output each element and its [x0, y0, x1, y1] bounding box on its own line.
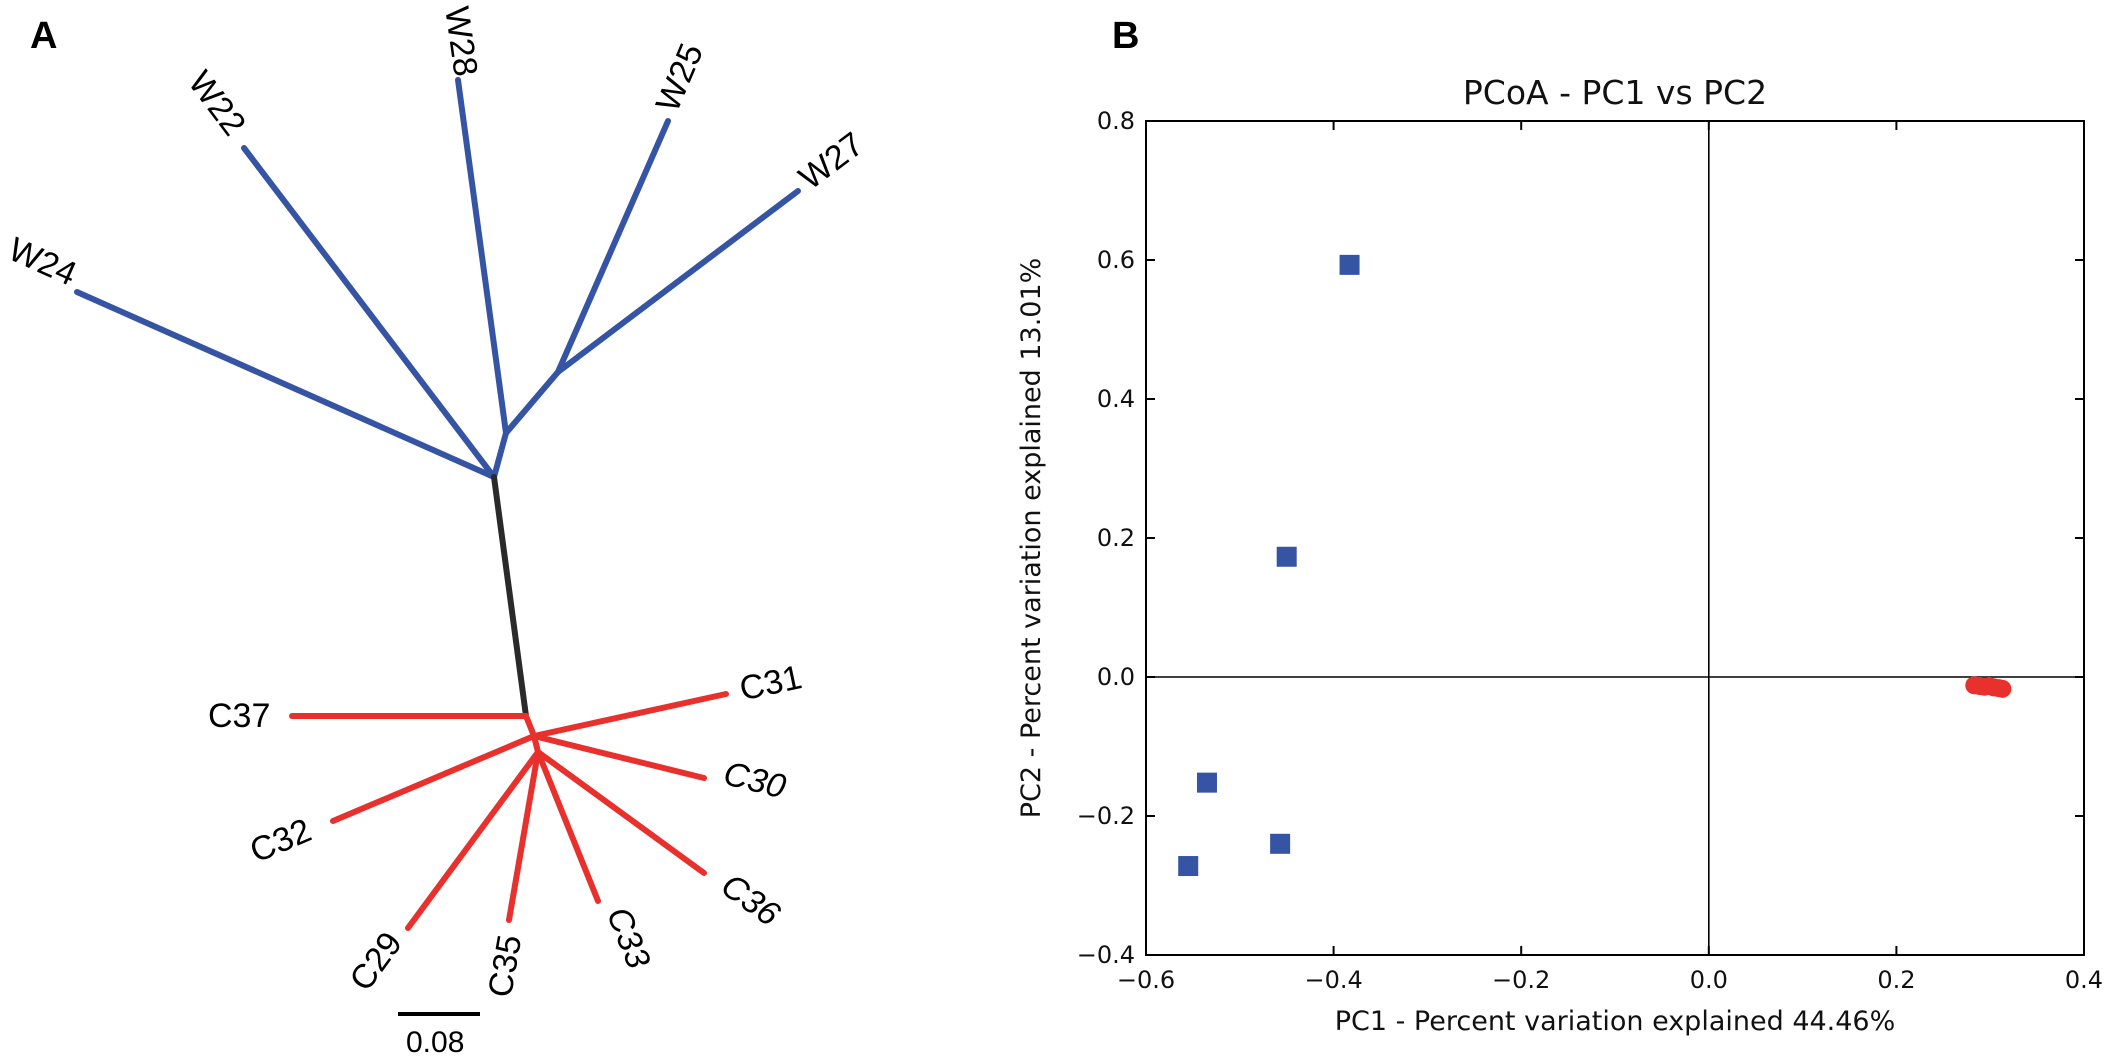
x-tick-label: −0.4: [1304, 966, 1362, 994]
branch-w22: [241, 145, 497, 480]
tip-label-w28: W28: [437, 4, 484, 79]
tip-label-c30: C30: [720, 754, 790, 806]
pcoa-chart: PCoA - PC1 vs PC2 −0.6 −0.4 −0.2 0.0 0.2 0.4 …: [1016, 73, 2103, 1037]
panel-label-a: A: [30, 15, 57, 57]
branch-c30: [531, 733, 707, 781]
branch-central: [491, 474, 529, 719]
tip-label-c36: C36: [714, 866, 787, 933]
point-w: [1339, 254, 1360, 275]
point-w: [1276, 546, 1297, 567]
tip-label-w24: W24: [3, 230, 82, 293]
data-points: [1178, 254, 2012, 877]
y-axis-label: PC2 - Percent variation explained 13.01%: [1016, 258, 1047, 819]
y-tick-label: −0.2: [1077, 802, 1135, 830]
x-tick-label: −0.6: [1117, 966, 1175, 994]
branch-w28: [455, 77, 509, 436]
tip-label-c33: C33: [599, 902, 658, 974]
branch-w24: [74, 289, 497, 480]
scale-bar-label: 0.08: [406, 1026, 464, 1058]
w-clade-branches: [74, 77, 801, 480]
point-w: [1196, 772, 1217, 793]
tip-label-c37: C37: [208, 697, 270, 735]
tip-label-c32: C32: [245, 811, 317, 870]
panel-label-b: B: [1112, 15, 1139, 57]
point-w: [1178, 856, 1199, 877]
y-tick-label: −0.4: [1077, 941, 1135, 969]
plot-frame: [1145, 120, 2085, 956]
y-tick-label: 0.0: [1097, 663, 1135, 691]
x-tick-label: −0.2: [1492, 966, 1550, 994]
x-tick-label: 0.4: [2065, 966, 2103, 994]
point-c: [1993, 679, 2012, 698]
branch-w25: [555, 118, 671, 375]
branch-c31: [531, 691, 729, 739]
y-tick-label: 0.8: [1097, 107, 1135, 135]
x-tick-label: 0.0: [1690, 966, 1728, 994]
tree-tip-labels: W24 W22 W28 W25 W27 C37 C31 C30 C32 C36 …: [3, 4, 871, 1000]
y-axis-ticks: −0.4 −0.2 0.0 0.2 0.4 0.6 0.8: [1077, 107, 2084, 969]
branch-c35: [506, 749, 541, 923]
branch-c32: [330, 733, 537, 824]
y-tick-label: 0.4: [1097, 385, 1135, 413]
branch-w-internal: [491, 430, 509, 480]
branch-w27: [555, 188, 801, 375]
x-axis-label: PC1 - Percent variation explained 44.46%: [1335, 1006, 1896, 1037]
point-w: [1270, 833, 1291, 854]
branch-c36: [535, 749, 707, 876]
c-clade-branches: [289, 691, 729, 931]
phylogenetic-tree: [74, 77, 801, 931]
chart-title: PCoA - PC1 vs PC2: [1463, 73, 1767, 112]
branch-c33: [535, 749, 601, 904]
branch-c29: [405, 749, 541, 931]
x-axis-ticks: −0.6 −0.4 −0.2 0.0 0.2 0.4: [1117, 121, 2103, 994]
tip-label-c35: C35: [481, 932, 529, 1000]
tip-label-w27: W27: [792, 125, 871, 197]
tip-label-w22: W22: [181, 64, 253, 143]
branch-c-internal: [523, 713, 537, 739]
y-tick-label: 0.2: [1097, 524, 1135, 552]
y-tick-label: 0.6: [1097, 246, 1135, 274]
branch-w-internal-2: [503, 369, 561, 436]
tip-label-c31: C31: [736, 658, 805, 708]
tip-label-w25: W25: [649, 38, 711, 117]
x-tick-label: 0.2: [1877, 966, 1915, 994]
tip-label-c29: C29: [342, 925, 409, 998]
